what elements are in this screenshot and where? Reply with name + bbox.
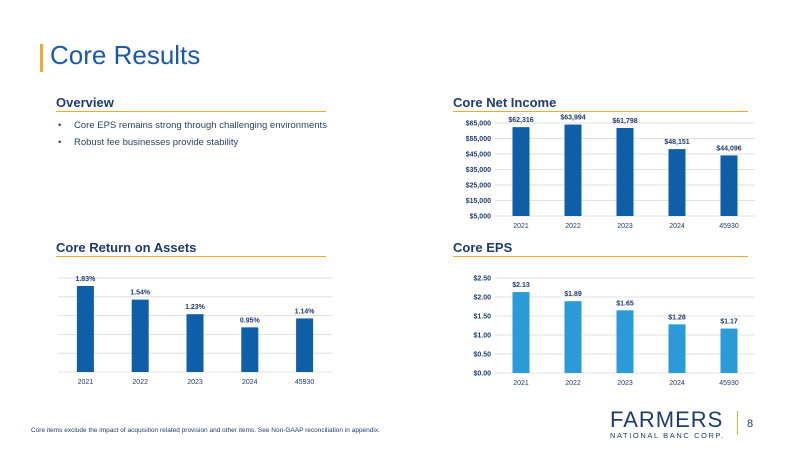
data-label: $44,096 bbox=[716, 145, 741, 152]
y-tick-label: $1.50 bbox=[473, 314, 491, 321]
x-tick-label: 45930 bbox=[719, 223, 739, 230]
eps-heading: Core EPS bbox=[453, 240, 513, 255]
x-tick-label: 2021 bbox=[513, 380, 529, 387]
bar bbox=[296, 318, 314, 372]
net-income-rule bbox=[453, 111, 748, 112]
bar bbox=[668, 324, 686, 373]
bar bbox=[131, 299, 149, 372]
data-label: $1.28 bbox=[668, 314, 686, 321]
data-label: 1.54% bbox=[130, 290, 151, 297]
logo-main-text: FARMERS bbox=[610, 407, 724, 432]
bar bbox=[512, 292, 530, 373]
data-label: 0.95% bbox=[240, 317, 261, 324]
y-tick-label: $1.00 bbox=[473, 333, 491, 340]
y-tick-label: $65,000 bbox=[466, 121, 491, 128]
company-logo: FARMERS NATIONAL BANC CORP. bbox=[610, 407, 725, 440]
y-tick-label: $0.00 bbox=[473, 371, 491, 378]
y-tick-label: $45,000 bbox=[466, 152, 491, 159]
x-tick-label: 2024 bbox=[669, 380, 685, 387]
overview-bullets: Core EPS remains strong through challeng… bbox=[56, 120, 327, 154]
data-label: $2.13 bbox=[512, 282, 530, 289]
net-income-heading: Core Net Income bbox=[453, 95, 557, 110]
data-label: $62,316 bbox=[508, 117, 533, 124]
y-tick-label: $15,000 bbox=[466, 198, 491, 205]
data-label: $1.65 bbox=[616, 300, 634, 307]
bar bbox=[720, 328, 738, 373]
data-label: 1.23% bbox=[185, 304, 206, 311]
bar bbox=[616, 310, 634, 373]
x-tick-label: 2023 bbox=[187, 379, 203, 386]
x-tick-label: 2022 bbox=[132, 379, 148, 386]
bar bbox=[241, 327, 259, 372]
bar bbox=[720, 155, 738, 216]
overview-heading: Overview bbox=[56, 95, 114, 110]
x-tick-label: 2023 bbox=[617, 380, 633, 387]
data-label: $1.89 bbox=[564, 291, 582, 298]
y-tick-label: $25,000 bbox=[466, 183, 491, 190]
title-accent-bar bbox=[40, 44, 43, 72]
x-tick-label: 45930 bbox=[719, 380, 739, 387]
x-tick-label: 2021 bbox=[78, 379, 94, 386]
overview-bullet: Core EPS remains strong through challeng… bbox=[56, 120, 327, 131]
y-tick-label: $2.50 bbox=[473, 276, 491, 283]
bar bbox=[668, 149, 686, 216]
data-label: 1.83% bbox=[75, 276, 96, 283]
bar bbox=[564, 301, 582, 373]
overview-bullet: Robust fee businesses provide stability bbox=[56, 137, 327, 148]
roa-heading: Core Return on Assets bbox=[56, 240, 197, 255]
data-label: 1.14% bbox=[295, 308, 316, 315]
roa-chart: 1.83% 2021 1.54% 2022 1.23% 2023 0.95% 2024 1.14… bbox=[58, 276, 332, 386]
data-label: $1.17 bbox=[720, 319, 738, 326]
page-title: Core Results bbox=[50, 40, 201, 70]
data-label: $63,994 bbox=[560, 115, 585, 122]
logo-sub-text: NATIONAL BANC CORP. bbox=[610, 431, 725, 440]
net-income-chart: $5,000 $15,000 $25,000 $35,000 $45,000 $55,00… bbox=[466, 115, 755, 230]
x-tick-label: 2024 bbox=[669, 223, 685, 230]
y-tick-label: $5,000 bbox=[470, 214, 492, 221]
data-label: $48,151 bbox=[664, 139, 689, 146]
eps-chart: $0.00 $0.50 $1.00 $1.50 $2.00 $2.50 $2.13 2021 $… bbox=[473, 276, 755, 387]
page-number: 8 bbox=[747, 418, 754, 430]
overview-rule bbox=[56, 111, 326, 112]
logo-divider bbox=[737, 411, 738, 435]
bar bbox=[616, 127, 634, 216]
y-tick-label: $0.50 bbox=[473, 352, 491, 359]
y-tick-label: $55,000 bbox=[466, 136, 491, 143]
x-tick-label: 2022 bbox=[565, 380, 581, 387]
x-tick-label: 2022 bbox=[565, 223, 581, 230]
y-tick-label: $35,000 bbox=[466, 167, 491, 174]
footnote: Core items exclude the impact of acquisi… bbox=[31, 427, 380, 434]
y-tick-label: $2.00 bbox=[473, 295, 491, 302]
bar bbox=[512, 127, 530, 216]
x-tick-label: 2024 bbox=[242, 379, 258, 386]
x-tick-label: 2021 bbox=[513, 223, 529, 230]
data-label: $61,798 bbox=[612, 118, 637, 125]
roa-rule bbox=[56, 256, 326, 257]
eps-rule bbox=[453, 256, 748, 257]
x-tick-label: 2023 bbox=[617, 223, 633, 230]
bar bbox=[76, 285, 94, 372]
bar bbox=[564, 124, 582, 216]
x-tick-label: 45930 bbox=[295, 379, 315, 386]
bar bbox=[186, 314, 204, 372]
